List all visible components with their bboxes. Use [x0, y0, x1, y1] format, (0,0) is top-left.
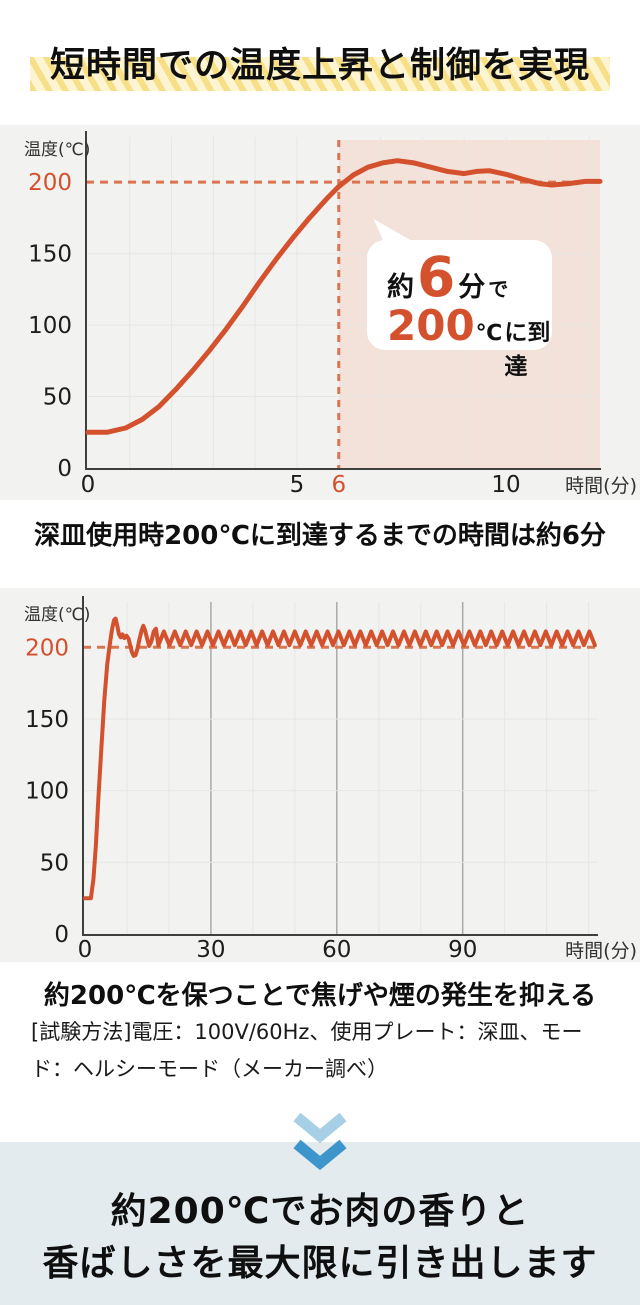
conclusion-box: 約200℃でお肉の香りと 香ばしさを最大限に引き出します	[0, 1112, 640, 1305]
svg-text:時間(分): 時間(分)	[565, 940, 637, 962]
svg-text:100: 100	[28, 313, 72, 339]
callout-line-2: 200 ℃ に到達	[387, 305, 552, 381]
svg-text:時間(分): 時間(分)	[565, 475, 637, 497]
page-title-text: 短時間での温度上昇と制御を実現	[49, 46, 590, 86]
svg-text:150: 150	[28, 242, 72, 268]
callout-minutes-unit: 分	[458, 272, 486, 303]
header: 短時間での温度上昇と制御を実現	[0, 0, 640, 125]
conclusion-line-2: 香ばしさを最大限に引き出します	[42, 1243, 598, 1284]
chart-heatup-caption: 深皿使用時200℃に到達するまでの時間は約6分	[34, 521, 606, 551]
svg-text:0: 0	[81, 472, 96, 498]
svg-text:0: 0	[57, 456, 72, 482]
svg-text:5: 5	[290, 472, 305, 498]
chart-hold-panel: 0 50 100 150 200 0 30 60 90 温度(℃) 時間(分)	[0, 588, 640, 962]
svg-text:90: 90	[448, 937, 477, 962]
yellow-highlight-band	[29, 57, 610, 91]
svg-text:100: 100	[25, 779, 69, 805]
svg-text:50: 50	[43, 385, 72, 411]
temperature-hold-chart: 0 50 100 150 200 0 30 60 90 温度(℃) 時間(分)	[24, 596, 637, 962]
svg-text:150: 150	[25, 707, 69, 733]
callout-temp-text: に到達	[504, 320, 551, 380]
svg-text:温度(℃): 温度(℃)	[24, 605, 90, 625]
test-method-note: [試験方法]電圧：100V/60Hz、使用プレート：深皿、モード：ヘルシーモード…	[31, 1020, 583, 1081]
svg-text:30: 30	[196, 937, 225, 962]
svg-text:200: 200	[25, 635, 69, 661]
svg-text:200: 200	[28, 170, 72, 196]
callout-bubble: 約 6 分 で 200 ℃ に到達	[367, 219, 552, 380]
svg-text:10: 10	[491, 472, 520, 498]
svg-text:0: 0	[78, 937, 93, 962]
chart-heatup-panel: 0 50 100 150 200 0 5 6 10 温度(℃) 時間(分) 約 6 分 で 200 …	[0, 125, 640, 500]
svg-text:60: 60	[322, 937, 351, 962]
callout-minutes-value: 6	[417, 245, 456, 309]
callout-suffix: で	[488, 277, 509, 301]
svg-text:6: 6	[331, 472, 346, 498]
chart-hold-caption: 約200℃を保つことで焦げや煙の発生を抑える	[43, 981, 597, 1011]
callout-temp-unit: ℃	[475, 321, 503, 346]
callout-temp-value: 200	[387, 301, 475, 350]
callout-line-1: 約 6 分 で	[387, 250, 552, 305]
svg-text:50: 50	[40, 850, 69, 876]
svg-text:温度(℃): 温度(℃)	[24, 140, 90, 160]
conclusion-line-1: 約200℃でお肉の香りと	[110, 1191, 530, 1232]
callout-prefix: 約	[387, 272, 414, 303]
svg-text:0: 0	[54, 922, 69, 948]
double-chevron-down-icon	[293, 1112, 347, 1171]
page-title: 短時間での温度上昇と制御を実現	[29, 37, 610, 91]
